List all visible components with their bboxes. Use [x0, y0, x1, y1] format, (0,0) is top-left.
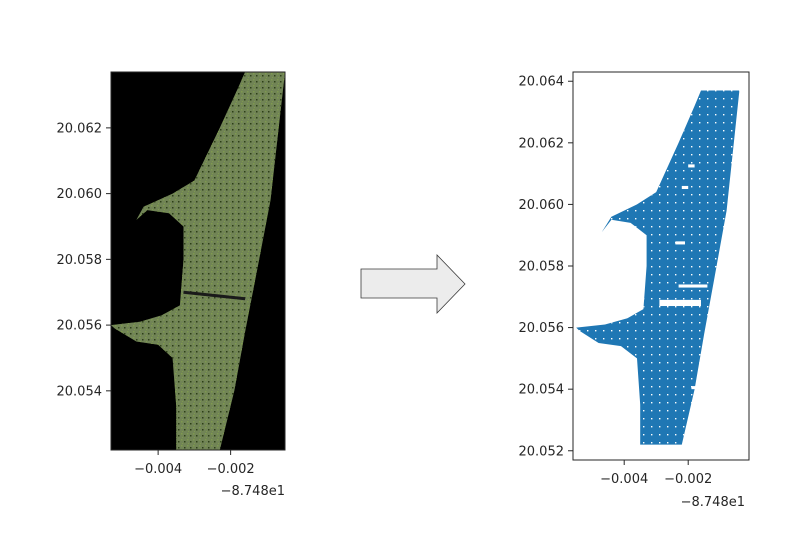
left-y-tick-label: 20.060: [57, 187, 103, 202]
left-y-tick-label: 20.062: [57, 121, 103, 136]
left-x-tick-label: −0.004: [134, 462, 182, 477]
left-y-tick-label: 20.058: [57, 253, 103, 268]
right-x-tick-label: −0.002: [664, 472, 712, 487]
scatter-speckle-overlay: [576, 90, 740, 445]
left-y-tick-label: 20.054: [57, 384, 103, 399]
right-arrow-icon: [360, 254, 466, 314]
left-axes-frame: [110, 71, 286, 451]
right-y-tick-label: 20.058: [519, 260, 565, 275]
right-y-tick-label: 20.056: [519, 321, 565, 336]
scatter-gap: [691, 386, 698, 390]
left-crack-line: [183, 290, 246, 301]
scatter-gap: [659, 299, 701, 307]
left-x-axis: −0.004 −0.002: [134, 450, 255, 477]
left-texture-overlay: [111, 72, 285, 450]
scatter-gap: [675, 241, 685, 245]
left-y-axis: 20.054 20.056 20.058 20.060 20.062: [57, 121, 111, 399]
right-scatter-panel: 20.052 20.054 20.056 20.058 20.060 20.062 20.0…: [519, 71, 750, 510]
right-x-tick-label: −0.004: [600, 472, 648, 487]
left-x-tick-label: −0.002: [207, 462, 255, 477]
scatter-gap: [688, 164, 695, 168]
right-y-tick-label: 20.054: [519, 383, 565, 398]
right-x-axis: −0.004 −0.002: [600, 460, 712, 487]
left-y-tick-label: 20.056: [57, 319, 103, 334]
right-y-tick-label: 20.062: [519, 136, 565, 151]
right-y-tick-label: 20.052: [519, 444, 565, 459]
right-y-tick-label: 20.060: [519, 198, 565, 213]
right-y-tick-label: 20.064: [519, 75, 565, 90]
right-x-offset-label: −8.748e1: [681, 495, 745, 510]
right-y-axis: 20.052 20.054 20.056 20.058 20.060 20.062 20.0…: [519, 75, 573, 459]
scatter-gap: [681, 185, 689, 190]
scatter-gap: [678, 284, 708, 288]
left-x-offset-label: −8.748e1: [221, 484, 285, 499]
scatter-gaps: [659, 164, 708, 390]
